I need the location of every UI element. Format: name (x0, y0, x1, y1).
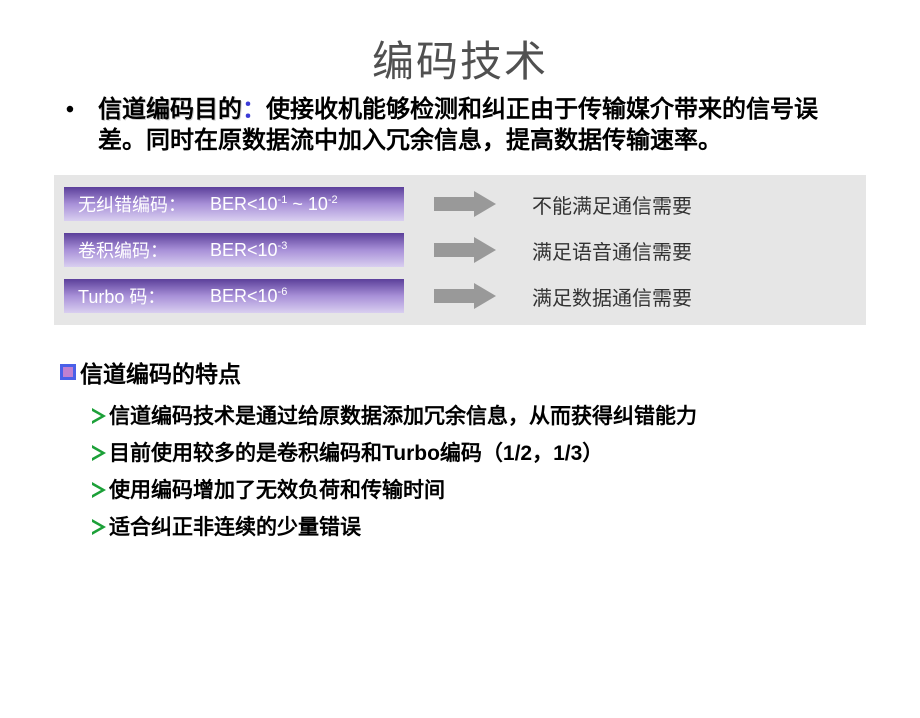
requirement-text: 满足数据通信需要 (524, 282, 856, 311)
list-item: 信道编码技术是通过给原数据添加冗余信息，从而获得纠错能力 (92, 399, 860, 436)
requirement-text: 不能满足通信需要 (524, 190, 856, 219)
coding-bar: Turbo 码： BER<10-6 (64, 279, 404, 313)
coding-bar: 卷积编码： BER<10-3 (64, 233, 404, 267)
feature-text: 使用编码增加了无效负荷和传输时间 (109, 479, 445, 502)
purpose-label: 信道编码目的 (98, 97, 242, 123)
coding-table: 无纠错编码： BER<10-1 ~ 10-2 不能满足通信需要 卷积编码： BE… (54, 175, 866, 325)
features-section: 信道编码的特点 信道编码技术是通过给原数据添加冗余信息，从而获得纠错能力 目前使… (60, 355, 860, 546)
arrow-icon (434, 194, 494, 214)
list-item: 使用编码增加了无效负荷和传输时间 (92, 473, 860, 510)
table-row: 无纠错编码： BER<10-1 ~ 10-2 不能满足通信需要 (64, 187, 856, 221)
coding-label: Turbo 码： (78, 283, 210, 309)
purpose-block: •信道编码目的：使接收机能够检测和纠正由于传输媒介带来的信号误差。同时在原数据流… (70, 95, 850, 157)
coding-label: 卷积编码： (78, 237, 210, 263)
ber-value: BER<10-1 ~ 10-2 (210, 194, 338, 215)
table-row: Turbo 码： BER<10-6 满足数据通信需要 (64, 279, 856, 313)
chevron-icon (92, 519, 107, 534)
features-list: 信道编码技术是通过给原数据添加冗余信息，从而获得纠错能力 目前使用较多的是卷积编… (60, 399, 860, 546)
ber-value: BER<10-3 (210, 240, 287, 261)
square-bullet-icon (60, 364, 76, 380)
ber-value: BER<10-6 (210, 286, 287, 307)
chevron-icon (92, 408, 107, 423)
table-row: 卷积编码： BER<10-3 满足语音通信需要 (64, 233, 856, 267)
list-item: 目前使用较多的是卷积编码和Turbo编码（1/2，1/3） (92, 436, 860, 473)
features-heading-text: 信道编码的特点 (80, 355, 241, 389)
purpose-colon: ： (242, 97, 266, 123)
feature-text: 适合纠正非连续的少量错误 (109, 516, 361, 539)
feature-text: 信道编码技术是通过给原数据添加冗余信息，从而获得纠错能力 (109, 405, 697, 428)
requirement-text: 满足语音通信需要 (524, 236, 856, 265)
chevron-icon (92, 445, 107, 460)
list-item: 适合纠正非连续的少量错误 (92, 510, 860, 547)
arrow-cell (404, 286, 524, 306)
arrow-cell (404, 240, 524, 260)
arrow-icon (434, 286, 494, 306)
coding-bar: 无纠错编码： BER<10-1 ~ 10-2 (64, 187, 404, 221)
feature-text: 目前使用较多的是卷积编码和Turbo编码（1/2，1/3） (109, 442, 603, 465)
slide-title: 编码技术 (0, 28, 920, 89)
chevron-icon (92, 482, 107, 497)
arrow-icon (434, 240, 494, 260)
features-heading: 信道编码的特点 (60, 355, 860, 389)
arrow-cell (404, 194, 524, 214)
bullet-dot: • (70, 95, 98, 126)
coding-label: 无纠错编码： (78, 191, 210, 217)
